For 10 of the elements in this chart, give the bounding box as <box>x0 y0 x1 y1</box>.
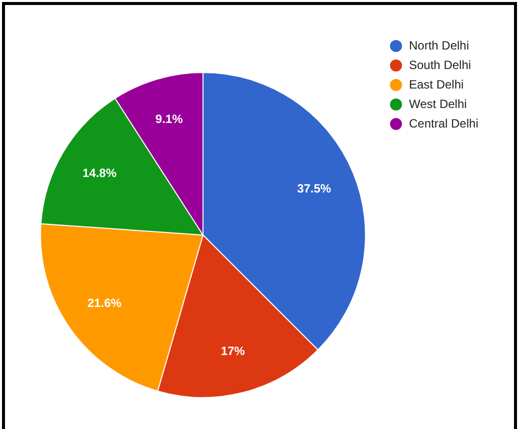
data-label: 37.5% <box>297 181 332 196</box>
data-label: 9.1% <box>155 112 184 126</box>
legend-label: Central Delhi <box>409 116 478 130</box>
legend-label: North Delhi <box>409 38 470 52</box>
legend-label: South Delhi <box>409 58 472 72</box>
data-label: 17% <box>220 344 246 358</box>
data-label: 14.8% <box>82 166 117 180</box>
data-label: 21.6% <box>87 296 122 310</box>
legend-label: West Delhi <box>409 96 467 111</box>
legend-label: East Delhi <box>409 77 464 92</box>
